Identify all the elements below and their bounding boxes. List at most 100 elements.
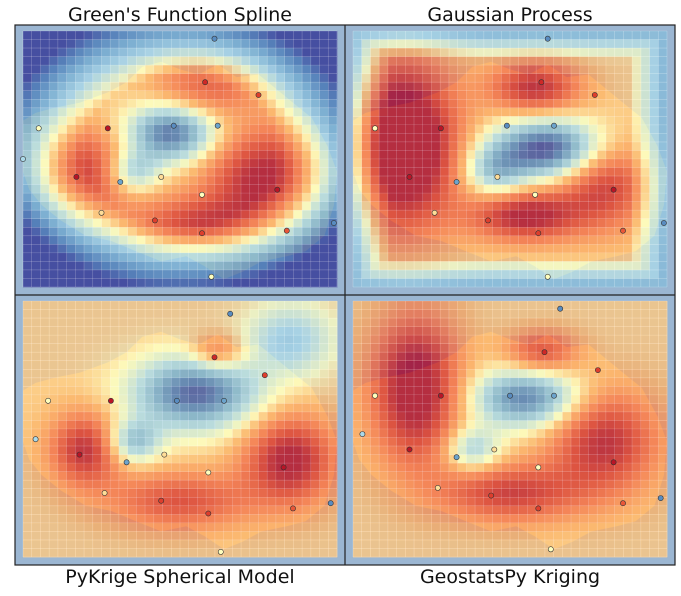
heatmap-cell: [75, 343, 85, 353]
heatmap-cell: [422, 218, 432, 228]
heatmap-cell: [92, 403, 102, 413]
heatmap-cell: [267, 65, 277, 75]
heatmap-cell: [275, 352, 286, 362]
heatmap-cell: [302, 90, 312, 100]
heatmap-cell: [153, 548, 163, 558]
heatmap-cell: [649, 514, 659, 524]
heatmap-cell: [527, 352, 537, 362]
heatmap-cell: [658, 497, 668, 507]
heatmap-cell: [136, 82, 146, 92]
heatmap-cell: [379, 82, 389, 92]
heatmap-cell: [518, 90, 528, 100]
heatmap-cell: [597, 539, 607, 549]
heatmap-cell: [361, 514, 371, 524]
heatmap-cell: [448, 99, 459, 109]
heatmap-cell: [640, 343, 650, 353]
heatmap-cell: [206, 48, 216, 57]
heatmap-cell: [223, 480, 233, 490]
heatmap-cell: [396, 218, 406, 228]
heatmap-cell: [171, 193, 181, 203]
heatmap-cell: [171, 429, 181, 438]
heatmap-cell: [328, 326, 338, 336]
heatmap-cell: [206, 454, 216, 464]
heatmap-cell: [649, 411, 659, 421]
heatmap-cell: [457, 90, 467, 100]
heatmap-cell: [431, 116, 441, 126]
heatmap-cell: [614, 90, 624, 100]
heatmap-cell: [241, 471, 251, 481]
heatmap-cell: [396, 488, 406, 498]
data-point: [494, 173, 501, 180]
heatmap-cell: [510, 531, 520, 541]
heatmap-cell: [431, 159, 441, 168]
heatmap-cell: [649, 73, 659, 83]
heatmap-cell: [180, 167, 190, 177]
heatmap-cell: [396, 539, 406, 549]
heatmap-cell: [153, 65, 163, 75]
heatmap-cell: [387, 463, 398, 473]
heatmap-cell: [483, 48, 493, 57]
heatmap-cell: [92, 116, 102, 126]
heatmap-cell: [588, 56, 598, 66]
heatmap-cell: [206, 352, 216, 362]
heatmap-cell: [162, 514, 172, 524]
heatmap-cell: [310, 31, 320, 40]
heatmap-cell: [544, 39, 555, 49]
heatmap-cell: [145, 446, 155, 455]
heatmap-cell: [171, 377, 181, 387]
heatmap-cell: [553, 65, 563, 75]
heatmap-cell: [632, 420, 642, 430]
heatmap-cell: [483, 73, 493, 83]
heatmap-cell: [310, 107, 320, 117]
heatmap-cell: [110, 309, 120, 319]
heatmap-cell: [49, 352, 59, 362]
heatmap-cell: [562, 352, 572, 362]
heatmap-cell: [623, 497, 633, 507]
heatmap-cell: [293, 210, 303, 220]
heatmap-cell: [527, 107, 537, 117]
heatmap-cell: [66, 48, 76, 57]
heatmap-cell: [396, 326, 406, 336]
heatmap-cell: [405, 261, 415, 271]
heatmap-cell: [118, 90, 129, 100]
heatmap-cell: [387, 437, 398, 447]
heatmap-cell: [214, 65, 225, 75]
heatmap-cell: [232, 201, 242, 211]
heatmap-cell: [171, 548, 181, 558]
heatmap-cell: [649, 446, 659, 455]
heatmap-cell: [431, 360, 441, 370]
heatmap-cell: [571, 210, 581, 220]
heatmap-cell: [614, 531, 624, 541]
heatmap-cell: [658, 269, 668, 279]
heatmap-cell: [197, 150, 207, 160]
heatmap-cell: [475, 124, 485, 134]
heatmap-cell: [492, 278, 502, 288]
heatmap-cell: [387, 252, 398, 262]
heatmap-cell: [92, 227, 102, 237]
heatmap-cell: [223, 39, 233, 49]
heatmap-cell: [258, 218, 268, 228]
heatmap-cell: [544, 201, 555, 211]
heatmap-cell: [658, 454, 668, 464]
heatmap-cell: [658, 235, 668, 245]
heatmap-cell: [536, 39, 546, 49]
heatmap-cell: [66, 429, 76, 438]
heatmap-cell: [396, 514, 406, 524]
heatmap-cell: [127, 261, 137, 271]
heatmap-cell: [588, 480, 598, 490]
heatmap-cell: [361, 369, 371, 379]
heatmap-cell: [353, 227, 363, 237]
heatmap-cell: [162, 210, 172, 220]
heatmap-cell: [658, 522, 668, 532]
heatmap-cell: [588, 343, 598, 353]
heatmap-cell: [180, 522, 190, 532]
heatmap-cell: [31, 343, 41, 353]
heatmap-cell: [302, 201, 312, 211]
heatmap-cell: [319, 386, 329, 396]
heatmap-cell: [49, 343, 59, 353]
heatmap-cell: [605, 429, 616, 438]
heatmap-cell: [223, 124, 233, 134]
heatmap-cell: [275, 522, 286, 532]
heatmap-cell: [632, 150, 642, 160]
heatmap-cell: [57, 505, 68, 515]
